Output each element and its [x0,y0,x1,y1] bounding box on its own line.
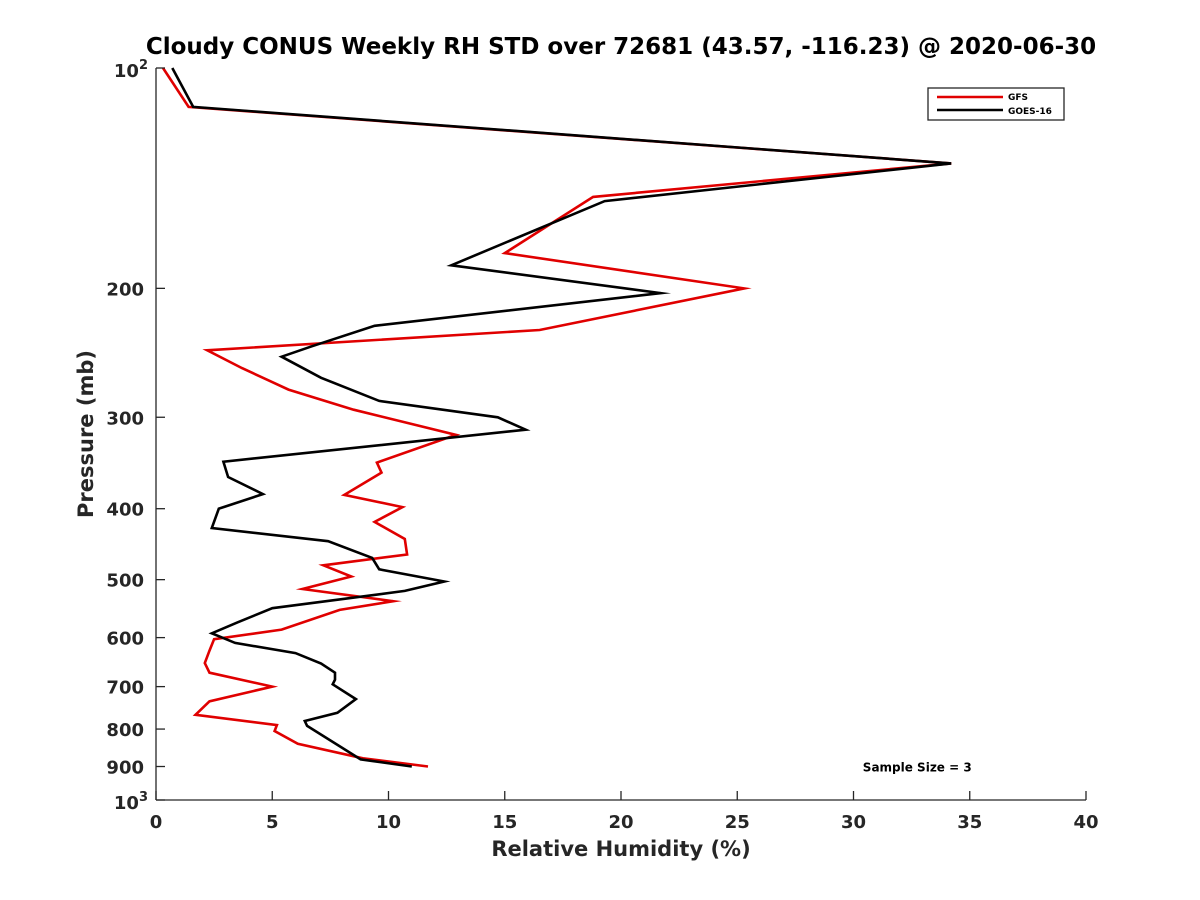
x-axis-label: Relative Humidity (%) [491,837,750,861]
y-bottom-limit-base: 10 [114,793,139,814]
y-top-limit-exponent: 2 [139,58,148,73]
plot-background [156,68,1086,800]
y-top-limit-label: 102 [114,58,148,82]
y-bottom-limit-label: 103 [114,790,148,814]
legend-label-goes16: GOES-16 [1008,107,1052,117]
y-tick-label: 700 [106,678,144,699]
x-tick-label: 30 [841,812,866,833]
x-tick-label: 0 [150,812,163,833]
y-tick-label: 400 [106,500,144,521]
legend-box [927,87,1065,121]
series-line-gfs [161,67,952,768]
y-tick-label: 800 [106,720,144,741]
y-axis-label: Pressure (mb) [74,350,98,518]
series-layer [161,67,952,768]
y-tick-label: 900 [106,758,144,779]
legend: GFS GOES-16 [927,87,1065,121]
y-axis-ticks: 200 300 400 500 600 700 800 900 [106,67,165,801]
plot-area [155,67,1086,801]
y-tick-label: 600 [106,629,144,650]
legend-label-gfs: GFS [1008,93,1028,103]
x-tick-label: 25 [725,812,750,833]
x-tick-label: 10 [376,812,401,833]
x-tick-label: 20 [608,812,633,833]
sample-size-annotation: Sample Size = 3 [863,761,972,775]
x-axis-ticks: 0 5 10 15 20 25 30 35 40 [150,791,1099,833]
y-top-limit-base: 10 [114,61,139,82]
x-tick-label: 40 [1073,812,1098,833]
y-bottom-limit-exponent: 3 [139,790,148,805]
x-tick-label: 35 [957,812,982,833]
x-tick-label: 15 [492,812,517,833]
chart-title: Cloudy CONUS Weekly RH STD over 72681 (4… [146,34,1096,60]
y-tick-label: 200 [106,279,144,300]
series-line-goes-16 [171,67,952,768]
x-tick-label: 5 [266,812,279,833]
y-tick-label: 300 [106,408,144,429]
y-tick-label: 500 [106,571,144,592]
